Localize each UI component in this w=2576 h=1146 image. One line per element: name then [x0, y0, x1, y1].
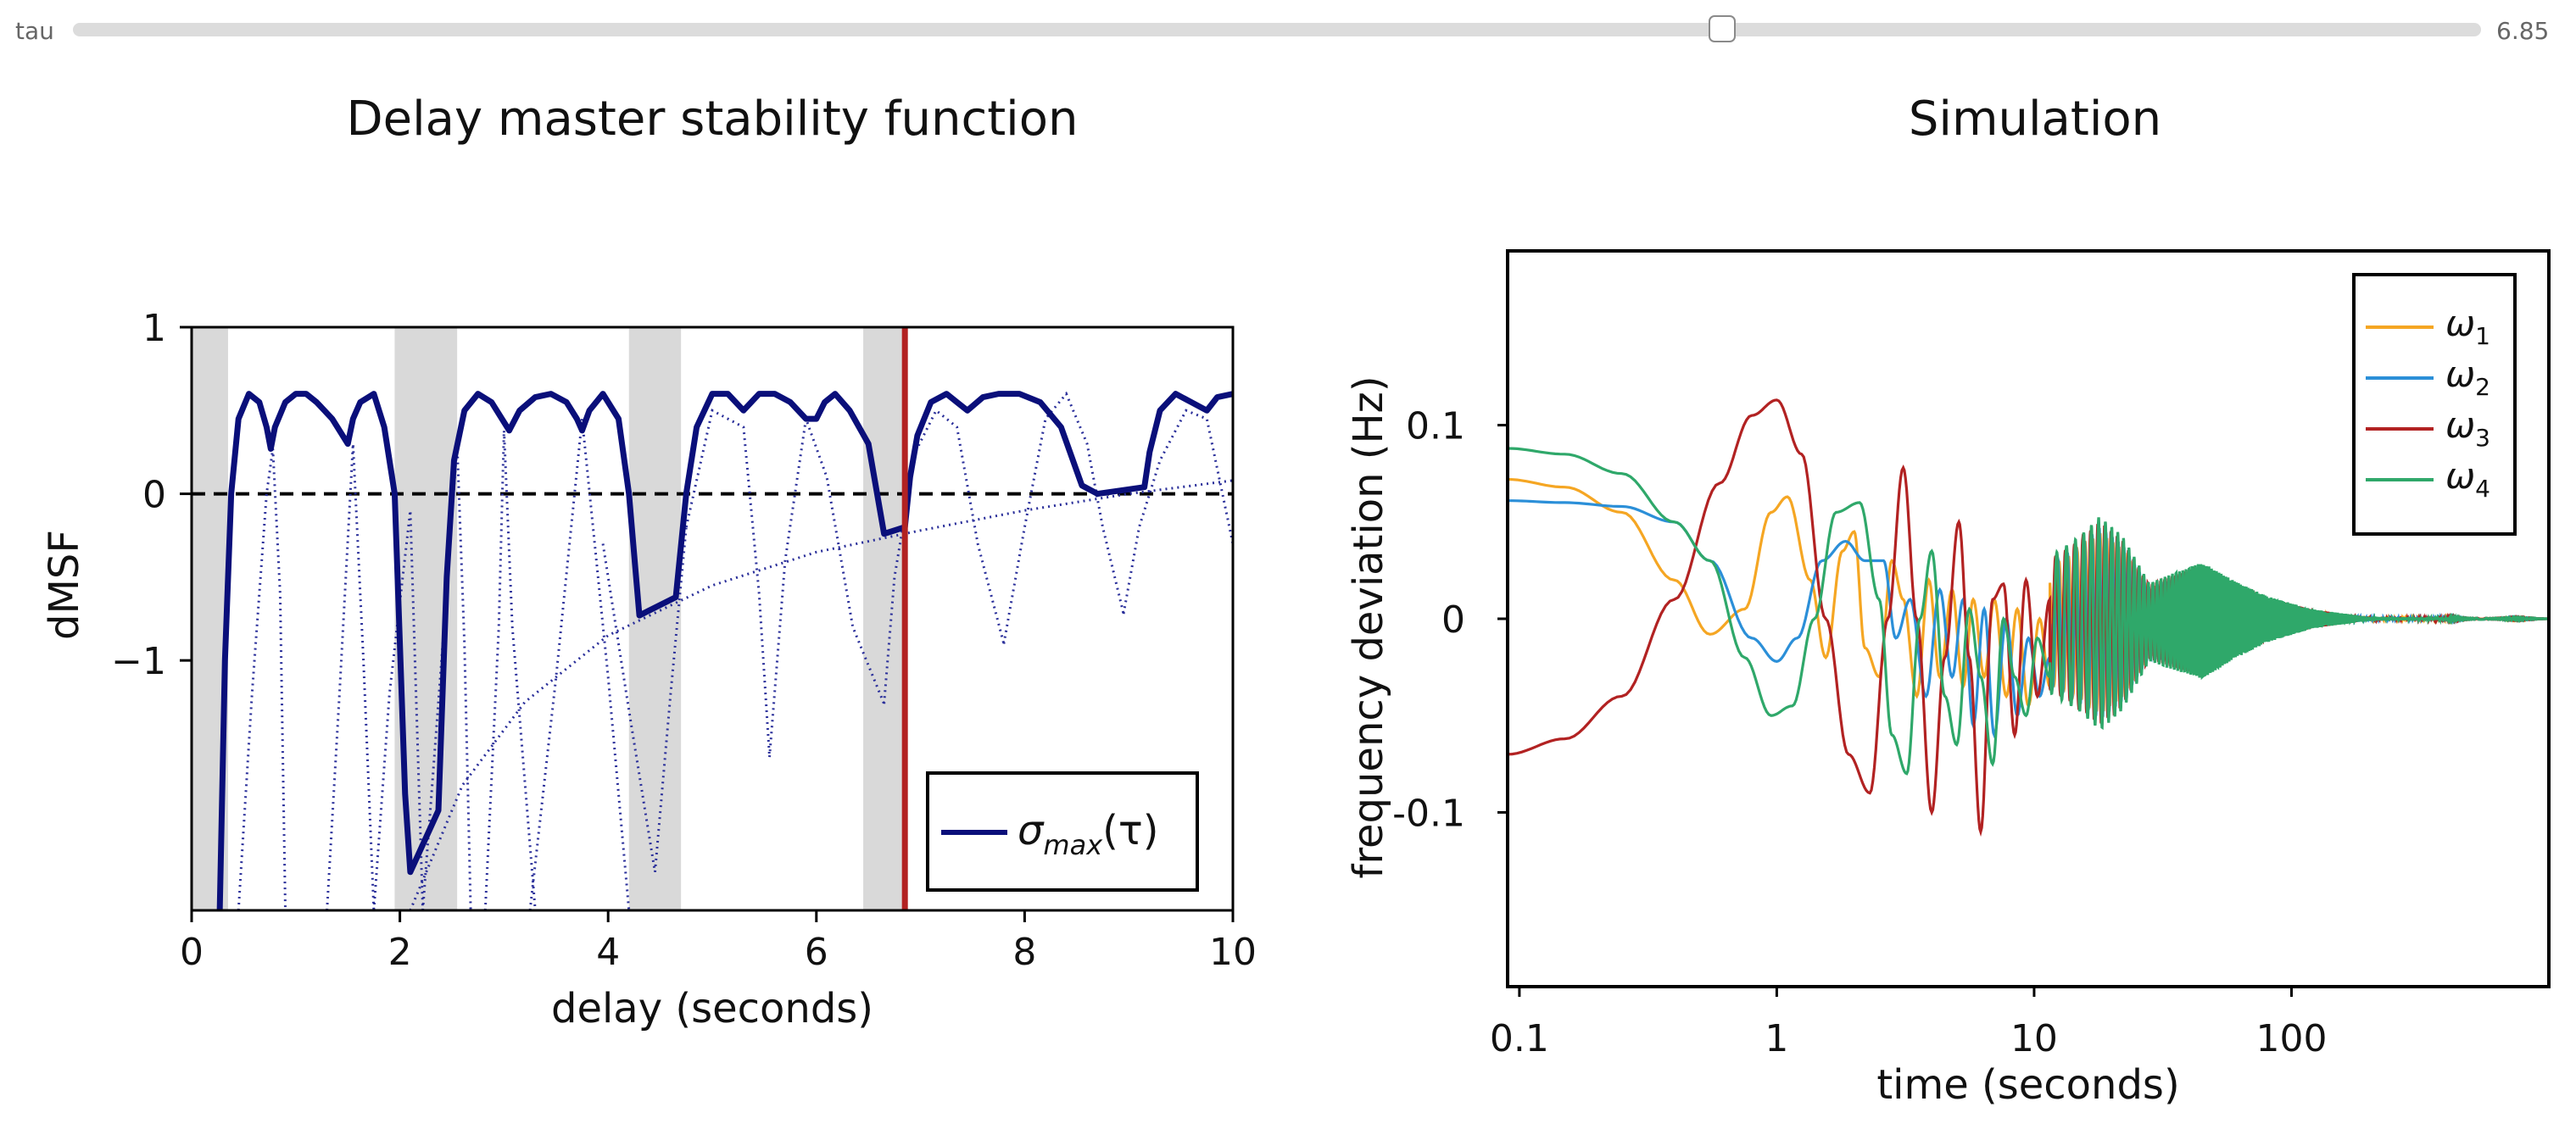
legend-label-omega-4: ω4 [2445, 455, 2490, 503]
simulation-legend-frame [2352, 273, 2517, 536]
tau-slider[interactable] [73, 15, 2481, 42]
y-tick-label-0: 0 [1441, 598, 1465, 642]
sigma-max-line [216, 391, 1233, 910]
x-tick-label-0: 0 [180, 931, 204, 974]
y-tick-label--0.1: -0.1 [1392, 792, 1465, 835]
x-tick-label-10: 10 [1209, 931, 1257, 974]
dmsf-dotted-branch-3 [421, 443, 472, 910]
dmsf-plot-area [192, 391, 1233, 910]
omega-4-line [1508, 447, 2549, 776]
x-tick-label-100: 100 [2255, 1017, 2327, 1060]
y-tick-label-1: 1 [142, 307, 166, 350]
y-tick-label--1: −1 [111, 640, 166, 683]
legend-label-omega-2: ω2 [2445, 353, 2490, 401]
dmsf-x-axis-label: delay (seconds) [551, 985, 873, 1032]
simulation-y-axis-label: frequency deviation (Hz) [1345, 376, 1392, 878]
x-tick-label-2: 2 [388, 931, 412, 974]
tau-slider-row: tau 6.85 [0, 0, 2576, 64]
dmsf-plot-frame [190, 325, 1235, 912]
x-tick-label-0.1: 0.1 [1490, 1017, 1549, 1060]
dmsf-dotted-branch-10 [1002, 391, 1125, 644]
simulation-chart-title: Simulation [1908, 92, 2162, 147]
shaded-interval-2 [628, 327, 682, 910]
dmsf-legend-label: σmax(τ) [1018, 807, 1159, 861]
y-tick-label-0: 0 [142, 474, 166, 517]
shaded-interval-3 [863, 327, 906, 910]
dmsf-dotted-branch-6 [601, 526, 688, 873]
dmsf-chart-title: Delay master stability function [346, 92, 1079, 147]
dmsf-legend: σmax(τ) [926, 771, 1199, 892]
dmsf-dotted-branch-12 [409, 479, 1233, 910]
x-tick-label-8: 8 [1012, 931, 1036, 974]
legend-label-omega-1: ω1 [2445, 303, 2490, 350]
tau-slider-thumb[interactable] [1709, 15, 1737, 42]
simulation-x-axis-label: time (seconds) [1876, 1061, 2179, 1109]
legend-label-omega-3: ω3 [2445, 404, 2490, 452]
dmsf-dotted-branch-9 [883, 408, 1006, 704]
dmsf-dotted-branch-0 [237, 448, 287, 910]
tau-slider-label: tau [15, 17, 54, 45]
x-tick-label-4: 4 [596, 931, 620, 974]
x-tick-label-10: 10 [2010, 1017, 2058, 1060]
x-tick-label-6: 6 [805, 931, 828, 974]
dmsf-y-axis-label: dMSF [41, 530, 88, 640]
dmsf-dotted-branch-5 [528, 418, 631, 910]
dmsf-dotted-branch-7 [684, 409, 772, 758]
tau-slider-value: 6.85 [2496, 17, 2550, 45]
y-tick-label-0.1: 0.1 [1406, 405, 1465, 448]
dmsf-dotted-branch-4 [483, 430, 537, 910]
x-tick-label-1: 1 [1765, 1017, 1788, 1060]
simulation-plot-area [1508, 398, 2549, 837]
